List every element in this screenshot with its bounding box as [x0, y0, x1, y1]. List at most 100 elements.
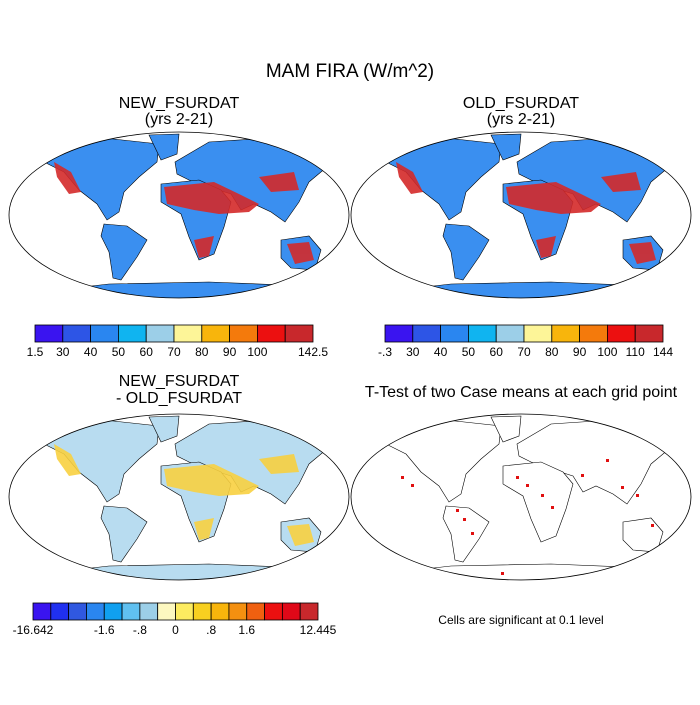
map-border: [350, 131, 692, 299]
colorbar-box: [256, 324, 286, 343]
map-clip: [370, 133, 672, 298]
colorbar-label: 50: [112, 345, 126, 359]
colorbar-box: [121, 602, 141, 621]
land: [370, 415, 672, 580]
colorbar-label: -.8: [133, 623, 147, 637]
land: [28, 415, 330, 580]
panel-title: OLD_FSURDAT: [463, 95, 579, 112]
panel-subtitle: - OLD_FSURDAT: [116, 390, 242, 407]
colorbar-label: 1.6: [238, 623, 255, 637]
colorbar-box: [192, 602, 212, 621]
colorbar-box: [264, 602, 283, 621]
map-border: [350, 413, 692, 581]
significant-cell: [551, 506, 554, 509]
colorbar-label: -16.642: [13, 623, 54, 637]
map-clip: [370, 415, 672, 580]
colorbar-box: [634, 324, 664, 343]
map: [8, 413, 350, 581]
colorbar-label: 12.445: [300, 623, 337, 637]
colorbar-box: [175, 602, 194, 621]
land: [370, 133, 672, 298]
significant-cell: [411, 484, 414, 487]
map: [350, 413, 692, 581]
colorbar-label: 144: [653, 345, 673, 359]
map-clip: [28, 133, 330, 298]
significant-cell: [636, 494, 639, 497]
significant-cell: [501, 572, 504, 575]
map-border: [8, 131, 350, 299]
colorbar-box: [523, 324, 553, 343]
colorbar-label: 90: [223, 345, 237, 359]
panel-title: T-Test of two Case means at each grid po…: [365, 384, 678, 401]
note: Cells are significant at 0.1 level: [438, 613, 603, 627]
panel-title: NEW_FSURDAT: [119, 95, 240, 112]
panel-subtitle: (yrs 2-21): [145, 111, 213, 128]
colorbar-box: [281, 602, 301, 621]
significant-cell: [581, 474, 584, 477]
significant-cell: [463, 518, 466, 521]
colorbar-box: [90, 324, 119, 343]
colorbar-label: 30: [406, 345, 420, 359]
colorbar-label: -1.6: [94, 623, 115, 637]
colorbar-label: 40: [434, 345, 448, 359]
colorbar-box: [145, 324, 175, 343]
colorbar-box: [607, 324, 636, 343]
significant-cell: [651, 524, 654, 527]
colorbar-box: [551, 324, 580, 343]
colorbar-box: [103, 602, 123, 621]
significant-cell: [621, 486, 624, 489]
colorbar-label: 60: [490, 345, 504, 359]
significant-cell: [456, 509, 459, 512]
colorbar-box: [210, 602, 230, 621]
map-border: [8, 413, 350, 581]
significant-cell: [606, 459, 609, 462]
colorbar-box: [229, 324, 258, 343]
colorbar-box: [201, 324, 231, 343]
significant-cell: [411, 574, 414, 577]
colorbar-label: 110: [626, 345, 645, 359]
colorbar-box: [467, 324, 497, 343]
colorbar-label: 50: [462, 345, 476, 359]
map: [350, 131, 692, 299]
map: [8, 131, 350, 299]
colorbar-label: 40: [84, 345, 98, 359]
colorbar-label: 0: [172, 623, 179, 637]
colorbar-box: [299, 602, 319, 621]
colorbar-box: [62, 324, 91, 343]
colorbar-label: 100: [247, 345, 267, 359]
colorbar-box: [86, 602, 105, 621]
colorbar-box: [32, 602, 52, 621]
colorbar-box: [118, 324, 147, 343]
colorbar-box: [246, 602, 265, 621]
colorbar-label: 80: [545, 345, 559, 359]
colorbar-label: 70: [517, 345, 531, 359]
colorbar-box: [157, 602, 176, 621]
colorbar-label: 80: [195, 345, 209, 359]
colorbar-box: [34, 324, 64, 343]
significant-cell: [471, 532, 474, 535]
figure-title: MAM FIRA (W/m^2): [266, 61, 434, 82]
colorbar-box: [579, 324, 608, 343]
colorbar-label: 100: [597, 345, 617, 359]
colorbar-box: [228, 602, 248, 621]
colorbar-box: [412, 324, 441, 343]
map-clip: [28, 415, 330, 580]
significant-cell: [601, 574, 604, 577]
colorbar-label: 1.5: [27, 345, 44, 359]
colorbar-box: [68, 602, 87, 621]
colorbar-label: .8: [206, 623, 216, 637]
colorbar-label: 70: [167, 345, 181, 359]
panel-title: NEW_FSURDAT: [119, 373, 240, 390]
panel-subtitle: (yrs 2-21): [487, 111, 555, 128]
colorbar-box: [50, 602, 70, 621]
colorbar-box: [284, 324, 314, 343]
colorbar-box: [440, 324, 469, 343]
significant-cell: [516, 476, 519, 479]
colorbar-box: [495, 324, 525, 343]
significant-cell: [541, 494, 544, 497]
colorbar-box: [139, 602, 159, 621]
colorbar-box: [173, 324, 203, 343]
land: [28, 133, 330, 298]
colorbar-box: [384, 324, 414, 343]
